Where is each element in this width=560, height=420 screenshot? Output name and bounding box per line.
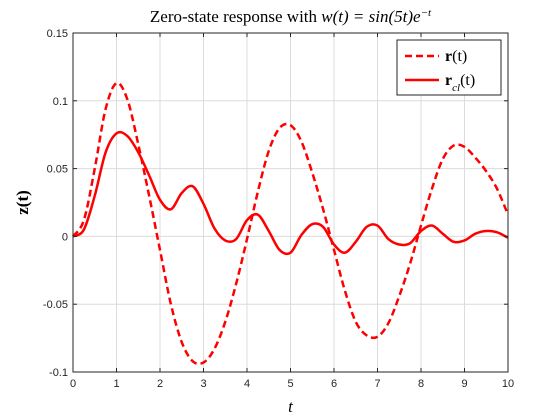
y-axis-label: z(t): [13, 190, 32, 215]
x-tick-label: 9: [461, 378, 467, 390]
y-tick-label: 0.05: [47, 164, 68, 176]
x-tick-label: 2: [157, 378, 163, 390]
chart-title-prefix: Zero-state response with: [150, 7, 321, 26]
legend-label-r-cl-sub: cl: [452, 82, 460, 94]
x-tick-label: 10: [502, 378, 514, 390]
series-line-r: [71, 81, 510, 366]
y-tick-label: -0.1: [49, 367, 68, 379]
x-axis-label: t: [288, 397, 294, 416]
x-tick-label: 0: [70, 378, 76, 390]
series-line-r-cl: [72, 130, 509, 256]
y-tick-label: 0: [62, 231, 68, 243]
chart-title: Zero-state response with w(t) = sin(5t)e…: [150, 7, 432, 26]
legend-label-r-cl: rcl(t): [445, 72, 475, 94]
x-tick-label: 6: [331, 378, 337, 390]
legend-box: [396, 39, 502, 96]
legend-label-r-cl-main: r: [445, 72, 452, 89]
x-tick-label: 3: [200, 378, 206, 390]
x-tick-label: 7: [374, 378, 380, 390]
legend-label-r-cl-arg: (t): [460, 72, 475, 89]
y-tick-label: 0.15: [47, 28, 68, 40]
chart-title-exponent: −t: [421, 7, 432, 19]
legend-label-r-main: r: [445, 48, 452, 65]
axes-ticks: 0 1 2 3 4 5 6 7 8 9 10 -0.1 -0.05 0 0.05 0.1 0.15: [43, 28, 514, 390]
x-tick-label: 1: [113, 378, 119, 390]
x-tick-label: 4: [244, 378, 250, 390]
legend: r(t) rcl(t): [396, 39, 502, 96]
y-tick-label: 0.1: [53, 96, 68, 108]
series-layer: [71, 81, 510, 366]
x-tick-label: 8: [418, 378, 424, 390]
chart-title-math: w(t) = sin(5t)e: [321, 7, 421, 26]
legend-label-r: r(t): [445, 48, 467, 65]
legend-label-r-arg: (t): [452, 48, 467, 65]
y-tick-label: -0.05: [43, 299, 68, 311]
x-tick-label: 5: [287, 378, 293, 390]
